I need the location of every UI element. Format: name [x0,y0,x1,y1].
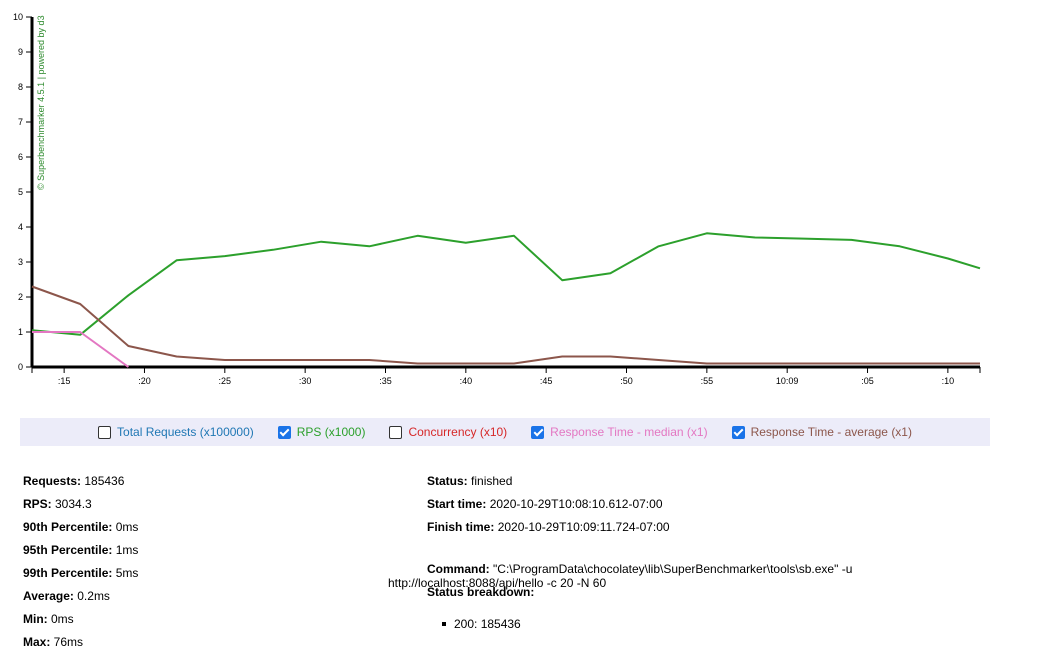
x-tick-label: :45 [540,376,553,386]
stat-row: RPS: 3034.3 [23,497,138,520]
stat-label: Average: [23,589,74,603]
start-time-row: Start time: 2020-10-29T10:08:10.612-07:0… [427,497,670,520]
y-tick-label: 0 [18,362,23,372]
legend-item[interactable]: Response Time - average (x1) [731,425,912,439]
stat-label: 99th Percentile: [23,566,113,580]
y-tick-label: 8 [18,82,23,92]
bullet-icon [442,622,446,626]
line-chart: 0 1 2 3 4 5 6 7 8 9 10 :15 :20 :25 :30 :35 :40 :45 :50 :55… [13,12,981,386]
legend-checkbox[interactable] [277,425,291,439]
legend-label: Response Time - median (x1) [550,425,708,439]
status-breakdown: Status breakdown: [427,585,534,599]
y-tick-label: 2 [18,292,23,302]
stat-label: Min: [23,612,48,626]
legend-item[interactable]: Concurrency (x10) [389,425,507,439]
status-row: Status: finished [427,474,670,497]
series-line-2 [31,285,980,365]
legend-checkbox[interactable] [98,425,112,439]
stat-value: 0.2ms [73,589,110,603]
x-tick-label: :40 [460,376,473,386]
chart-watermark: © Superbenchmarker 4.5.1 | powered by d3 [36,15,46,190]
stat-row: Max: 76ms [23,635,138,658]
stat-label: 90th Percentile: [23,520,113,534]
x-tick-label: :10 [942,376,955,386]
command-line-2: http://localhost:8088/api/hello -c 20 -N… [388,576,607,590]
legend-item[interactable]: Response Time - median (x1) [531,425,708,439]
start-time-value: 2020-10-29T10:08:10.612-07:00 [489,497,663,511]
y-tick-label: 9 [18,47,23,57]
stat-value: 0ms [47,612,74,626]
y-tick-label: 10 [13,12,23,22]
legend-checkbox[interactable] [531,425,545,439]
x-tick-label: 10:09 [776,376,799,386]
stat-value: 185436 [81,474,125,488]
x-tick-label: :35 [379,376,392,386]
x-tick-label: :20 [138,376,151,386]
stat-row: Average: 0.2ms [23,589,138,612]
legend-checkbox[interactable] [731,425,745,439]
y-tick-label: 7 [18,117,23,127]
stat-row: 95th Percentile: 1ms [23,543,138,566]
legend-label: Response Time - average (x1) [750,425,912,439]
legend-label: RPS (x1000) [296,425,366,439]
y-tick-label: 5 [18,187,23,197]
stat-label: Max: [23,635,51,649]
info-panel: Status: finished Start time: 2020-10-29T… [427,474,670,543]
list-item: 200: 185436 [442,617,521,631]
stat-label: 95th Percentile: [23,543,113,557]
command-line-1: "C:\ProgramData\chocolatey\lib\SuperBenc… [493,562,853,576]
x-tick-label: :05 [861,376,874,386]
finish-time-value: 2020-10-29T10:09:11.724-07:00 [497,520,670,534]
x-axis: :15 :20 :25 :30 :35 :40 :45 :50 :55 10:09 :05 :10 [31,365,981,386]
y-tick-label: 4 [18,222,23,232]
status-value: finished [471,474,513,488]
legend-item[interactable]: Total Requests (x100000) [98,425,254,439]
finish-time-row: Finish time: 2020-10-29T10:09:11.724-07:… [427,520,670,543]
stat-label: RPS: [23,497,52,511]
x-tick-label: :55 [701,376,714,386]
y-tick-label: 1 [18,327,23,337]
y-axis: 0 1 2 3 4 5 6 7 8 9 10 [13,12,34,372]
x-tick-label: :30 [299,376,312,386]
legend-checkbox[interactable] [389,425,403,439]
stat-value: 3034.3 [51,497,92,511]
stat-value: 76ms [50,635,84,649]
series-legend: Total Requests (x100000) RPS (x1000) Concu… [20,418,990,446]
stat-value: 0ms [112,520,139,534]
command-row: Command: "C:\ProgramData\chocolatey\lib\… [388,562,852,590]
stat-value: 1ms [112,543,139,557]
stat-value: 5ms [112,566,139,580]
y-tick-label: 3 [18,257,23,267]
x-tick-label: :50 [620,376,633,386]
command-label: Command: [427,562,490,576]
y-tick-label: 6 [18,152,23,162]
status-label: Status: [427,474,468,488]
breakdown-item-text: 200: 185436 [454,617,521,631]
finish-time-label: Finish time: [427,520,495,534]
x-tick-label: :15 [58,376,71,386]
start-time-label: Start time: [427,497,487,511]
stat-row: Requests: 185436 [23,474,138,497]
stat-row: Min: 0ms [23,612,138,635]
legend-label: Concurrency (x10) [408,425,508,439]
series-line-1 [32,331,129,368]
status-breakdown-list: 200: 185436 [442,617,521,631]
stats-panel: Requests: 185436 RPS: 3034.3 90th Percenti… [23,474,138,658]
legend-label: Total Requests (x100000) [117,425,254,439]
status-breakdown-label: Status breakdown: [427,585,535,599]
series-line-0 [31,232,981,336]
series-layer [31,232,981,368]
legend-item[interactable]: RPS (x1000) [277,425,366,439]
stat-row: 90th Percentile: 0ms [23,520,138,543]
x-tick-label: :25 [219,376,232,386]
stat-label: Requests: [23,474,82,488]
stat-row: 99th Percentile: 5ms [23,566,138,589]
